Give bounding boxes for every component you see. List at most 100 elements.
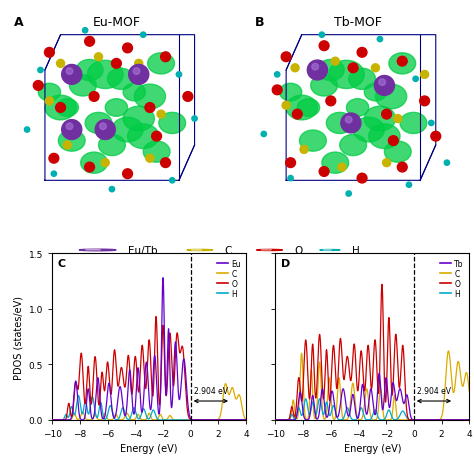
Text: D: D (281, 259, 290, 269)
Circle shape (133, 69, 140, 75)
Ellipse shape (389, 54, 416, 75)
Ellipse shape (108, 69, 134, 90)
Circle shape (157, 111, 165, 119)
Circle shape (444, 161, 450, 166)
Circle shape (274, 73, 280, 78)
Ellipse shape (328, 61, 365, 90)
Circle shape (161, 53, 171, 62)
Circle shape (89, 92, 99, 102)
Ellipse shape (310, 76, 337, 97)
Circle shape (38, 68, 43, 73)
Circle shape (135, 60, 143, 68)
Circle shape (261, 132, 266, 137)
Text: B: B (255, 16, 264, 29)
Circle shape (300, 146, 308, 154)
Circle shape (46, 98, 54, 106)
Circle shape (319, 250, 340, 251)
Ellipse shape (128, 124, 159, 149)
Circle shape (383, 159, 391, 167)
Ellipse shape (105, 100, 128, 117)
Circle shape (428, 121, 434, 126)
Circle shape (146, 155, 154, 163)
Text: C: C (58, 259, 66, 269)
Circle shape (312, 64, 319, 71)
Ellipse shape (76, 60, 103, 81)
Ellipse shape (134, 85, 165, 110)
Circle shape (272, 86, 282, 95)
Circle shape (319, 42, 329, 51)
Circle shape (319, 33, 325, 38)
Ellipse shape (300, 131, 326, 152)
Circle shape (95, 120, 115, 140)
Circle shape (382, 110, 392, 120)
Circle shape (85, 37, 94, 47)
Text: C: C (225, 246, 232, 255)
Circle shape (388, 136, 398, 146)
Circle shape (357, 174, 367, 184)
Circle shape (33, 81, 43, 91)
Text: 2.904 eV: 2.904 eV (417, 386, 451, 396)
Ellipse shape (70, 76, 96, 97)
Circle shape (128, 65, 149, 85)
Ellipse shape (112, 118, 143, 143)
Ellipse shape (58, 131, 85, 152)
Circle shape (24, 128, 30, 133)
Circle shape (187, 250, 213, 251)
Ellipse shape (322, 153, 349, 174)
Circle shape (94, 54, 102, 62)
Ellipse shape (56, 100, 78, 117)
X-axis label: Energy (eV): Energy (eV) (120, 443, 178, 453)
Ellipse shape (353, 118, 384, 143)
Circle shape (379, 79, 385, 86)
Circle shape (86, 250, 100, 251)
Text: O: O (294, 246, 302, 255)
Circle shape (100, 123, 106, 130)
Text: 2.904 eV: 2.904 eV (194, 386, 228, 396)
Ellipse shape (159, 113, 186, 134)
Text: A: A (14, 16, 23, 29)
Ellipse shape (148, 54, 174, 75)
Legend: Eu, C, O, H: Eu, C, O, H (215, 257, 242, 300)
Circle shape (372, 65, 380, 73)
Ellipse shape (326, 113, 353, 134)
Circle shape (55, 103, 65, 113)
Circle shape (79, 250, 116, 251)
Circle shape (338, 164, 346, 172)
Text: Eu/Tb: Eu/Tb (128, 246, 157, 255)
Circle shape (331, 58, 339, 66)
Ellipse shape (375, 85, 407, 110)
Circle shape (109, 187, 115, 192)
Circle shape (101, 159, 109, 167)
Ellipse shape (87, 61, 123, 90)
Circle shape (62, 120, 82, 140)
Circle shape (56, 60, 64, 68)
Ellipse shape (286, 96, 318, 121)
Circle shape (292, 110, 302, 120)
Circle shape (123, 169, 132, 179)
Circle shape (431, 132, 441, 142)
Circle shape (176, 73, 182, 78)
Circle shape (63, 142, 71, 150)
Ellipse shape (123, 84, 146, 101)
Circle shape (51, 172, 56, 177)
Ellipse shape (99, 135, 125, 156)
Circle shape (348, 64, 358, 73)
Y-axis label: PDOS (states/eV): PDOS (states/eV) (13, 295, 23, 379)
Circle shape (394, 115, 402, 123)
Ellipse shape (365, 84, 387, 101)
X-axis label: Energy (eV): Energy (eV) (344, 443, 401, 453)
Circle shape (66, 69, 73, 75)
Circle shape (291, 65, 299, 73)
Circle shape (374, 76, 394, 96)
Ellipse shape (45, 96, 76, 121)
Circle shape (326, 97, 336, 106)
Ellipse shape (346, 100, 369, 117)
Circle shape (346, 117, 352, 123)
Ellipse shape (340, 135, 366, 156)
Circle shape (66, 123, 73, 130)
Ellipse shape (384, 142, 411, 163)
Ellipse shape (349, 69, 375, 90)
Circle shape (419, 97, 429, 106)
Text: Eu-MOF: Eu-MOF (92, 16, 140, 29)
Circle shape (45, 48, 55, 58)
